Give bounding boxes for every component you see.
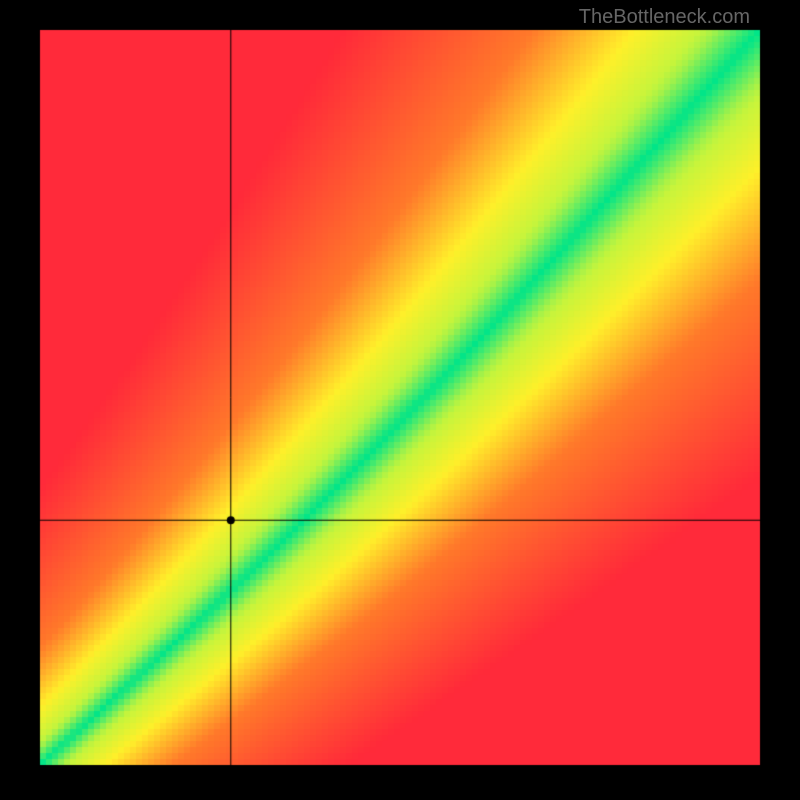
watermark-text: TheBottleneck.com [579, 6, 750, 29]
bottleneck-heatmap [0, 0, 800, 800]
